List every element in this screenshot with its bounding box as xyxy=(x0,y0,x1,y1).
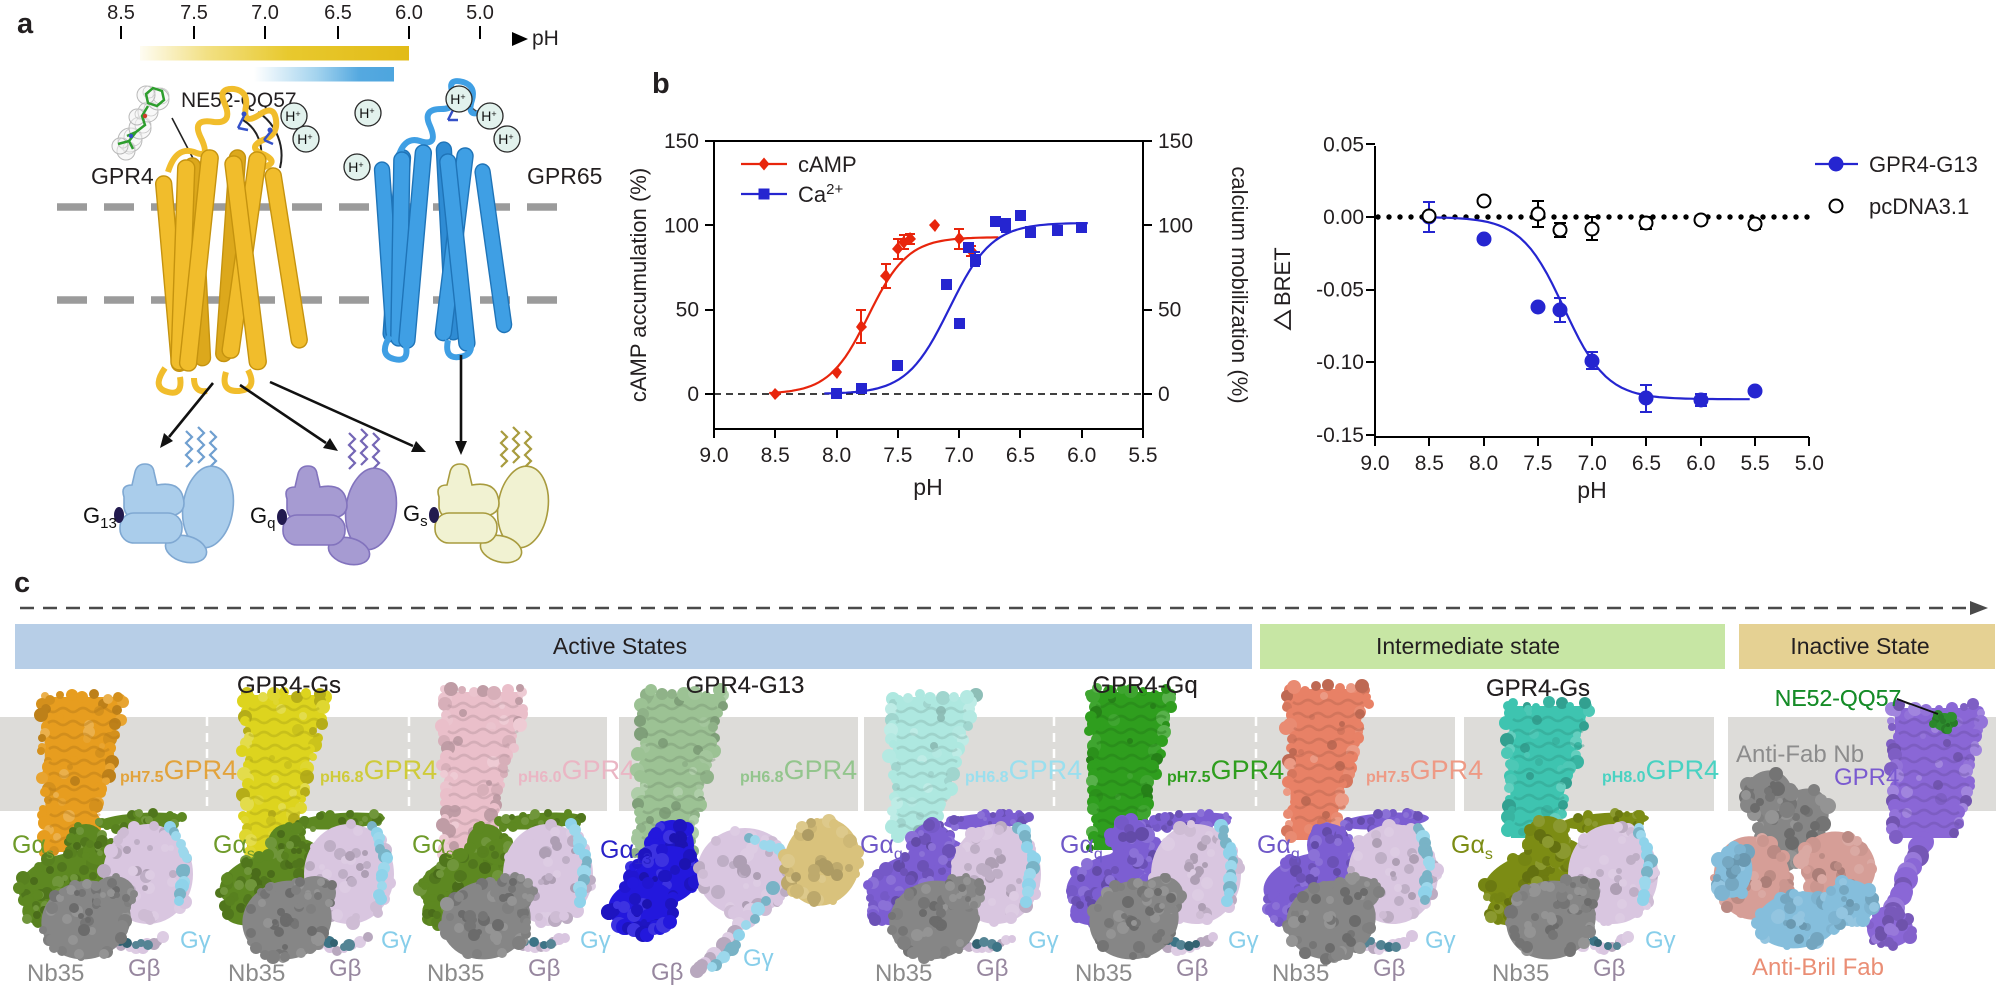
svg-text:Gγ: Gγ xyxy=(743,945,774,972)
svg-text:Gβ: Gβ xyxy=(1373,955,1405,982)
svg-text:NE52-QQ57: NE52-QQ57 xyxy=(1775,685,1902,711)
svg-text:pH7.5GPR4: pH7.5GPR4 xyxy=(120,755,237,786)
svg-text:pH: pH xyxy=(532,27,559,50)
svg-text:Anti-Bril Fab: Anti-Bril Fab xyxy=(1752,954,1884,981)
svg-text:Gβ: Gβ xyxy=(651,959,683,986)
svg-text:Nb35: Nb35 xyxy=(27,960,84,987)
svg-text:Inactive State: Inactive State xyxy=(1790,633,1929,659)
svg-text:Gγ: Gγ xyxy=(180,927,211,954)
svg-text:pH6.0GPR4: pH6.0GPR4 xyxy=(518,755,635,786)
svg-text:7.0: 7.0 xyxy=(1578,452,1607,475)
svg-text:7.0: 7.0 xyxy=(251,2,279,24)
svg-text:GPR4-Gs: GPR4-Gs xyxy=(237,672,341,699)
svg-text:8.0: 8.0 xyxy=(1469,452,1498,475)
svg-text:Gγ: Gγ xyxy=(580,927,611,954)
svg-text:Gβ: Gβ xyxy=(976,955,1008,982)
svg-text:0: 0 xyxy=(687,383,699,406)
svg-text:6.0: 6.0 xyxy=(395,2,423,24)
svg-text:Gγ: Gγ xyxy=(1645,927,1676,954)
svg-text:GPR4-Gs: GPR4-Gs xyxy=(1486,675,1590,702)
svg-text:8.5: 8.5 xyxy=(107,2,135,24)
svg-text:0.05: 0.05 xyxy=(1323,133,1364,156)
svg-text:Gs: Gs xyxy=(403,501,428,530)
svg-text:GPR4: GPR4 xyxy=(91,163,154,189)
svg-text:b: b xyxy=(652,68,670,100)
svg-text:pH: pH xyxy=(913,474,942,500)
svg-text:BRET: BRET xyxy=(1270,247,1295,306)
svg-text:5.5: 5.5 xyxy=(1740,452,1769,475)
svg-text:0.00: 0.00 xyxy=(1323,206,1364,229)
svg-text:GPR65: GPR65 xyxy=(527,163,602,189)
svg-text:-0.05: -0.05 xyxy=(1316,279,1364,302)
svg-text:6.0: 6.0 xyxy=(1067,444,1096,467)
svg-text:150: 150 xyxy=(1158,130,1193,153)
svg-text:Gβ: Gβ xyxy=(1593,955,1625,982)
svg-text:Gγ: Gγ xyxy=(1425,927,1456,954)
svg-text:NE52-QQ57: NE52-QQ57 xyxy=(181,89,297,112)
svg-text:calcium mobilization (%): calcium mobilization (%) xyxy=(1227,166,1252,403)
svg-text:Intermediate state: Intermediate state xyxy=(1376,633,1560,659)
svg-text:8.5: 8.5 xyxy=(1415,452,1444,475)
svg-text:Ca2+: Ca2+ xyxy=(798,181,843,207)
svg-text:Active States: Active States xyxy=(553,633,687,659)
svg-text:GPR4-Gq: GPR4-Gq xyxy=(1092,672,1197,699)
svg-text:5.0: 5.0 xyxy=(1795,452,1824,475)
svg-text:9.0: 9.0 xyxy=(699,444,728,467)
svg-text:pH6.8GPR4: pH6.8GPR4 xyxy=(965,755,1082,786)
svg-text:7.0: 7.0 xyxy=(945,444,974,467)
svg-text:8.5: 8.5 xyxy=(761,444,790,467)
svg-text:5.0: 5.0 xyxy=(466,2,494,24)
svg-text:150: 150 xyxy=(664,130,699,153)
svg-text:GPR4-G13: GPR4-G13 xyxy=(686,672,805,699)
svg-text:Nb35: Nb35 xyxy=(228,960,285,987)
svg-text:Gq: Gq xyxy=(250,503,275,532)
svg-text:7.5: 7.5 xyxy=(180,2,208,24)
svg-text:6.5: 6.5 xyxy=(1006,444,1035,467)
svg-text:G13: G13 xyxy=(83,503,117,532)
svg-text:cAMP accumulation (%): cAMP accumulation (%) xyxy=(626,168,651,402)
svg-text:7.5: 7.5 xyxy=(1523,452,1552,475)
svg-text:Gβ: Gβ xyxy=(1176,955,1208,982)
svg-text:Gβ: Gβ xyxy=(528,955,560,982)
svg-text:50: 50 xyxy=(676,299,699,322)
svg-text:Gγ: Gγ xyxy=(1028,927,1059,954)
svg-text:Gβ: Gβ xyxy=(128,955,160,982)
svg-text:Nb35: Nb35 xyxy=(1492,960,1549,987)
svg-text:Nb35: Nb35 xyxy=(1075,960,1132,987)
svg-text:GPR4-G13: GPR4-G13 xyxy=(1869,152,1978,177)
svg-text:GPR4: GPR4 xyxy=(1834,764,1899,791)
svg-text:-0.15: -0.15 xyxy=(1316,424,1364,447)
svg-text:8.0: 8.0 xyxy=(822,444,851,467)
svg-text:Nb35: Nb35 xyxy=(875,960,932,987)
svg-text:GPR4-Gs: GPR4-Gs xyxy=(1486,675,1590,702)
svg-text:pH: pH xyxy=(1577,477,1606,503)
svg-text:100: 100 xyxy=(1158,214,1193,237)
svg-text:NE52-QQ57: NE52-QQ57 xyxy=(1775,685,1902,711)
svg-text:c: c xyxy=(14,567,30,599)
svg-text:-0.10: -0.10 xyxy=(1316,351,1364,374)
svg-text:9.0: 9.0 xyxy=(1360,452,1389,475)
svg-text:100: 100 xyxy=(664,214,699,237)
svg-text:pH6.8GPR4: pH6.8GPR4 xyxy=(740,755,857,786)
svg-text:6.0: 6.0 xyxy=(1686,452,1715,475)
svg-text:Nb35: Nb35 xyxy=(427,960,484,987)
svg-text:Gγ: Gγ xyxy=(381,927,412,954)
svg-text:0: 0 xyxy=(1158,383,1170,406)
svg-text:pcDNA3.1: pcDNA3.1 xyxy=(1869,194,1969,219)
svg-text:50: 50 xyxy=(1158,299,1181,322)
svg-text:6.5: 6.5 xyxy=(1632,452,1661,475)
svg-text:Gγ: Gγ xyxy=(1228,927,1259,954)
svg-text:6.5: 6.5 xyxy=(324,2,352,24)
svg-text:5.5: 5.5 xyxy=(1128,444,1157,467)
svg-text:cAMP: cAMP xyxy=(798,152,857,177)
svg-text:Gβ: Gβ xyxy=(329,955,361,982)
svg-text:Anti-Fab Nb: Anti-Fab Nb xyxy=(1736,741,1864,768)
svg-text:7.5: 7.5 xyxy=(883,444,912,467)
svg-text:Nb35: Nb35 xyxy=(1272,960,1329,987)
svg-text:a: a xyxy=(17,8,34,40)
svg-text:Gαs: Gαs xyxy=(1451,831,1493,863)
